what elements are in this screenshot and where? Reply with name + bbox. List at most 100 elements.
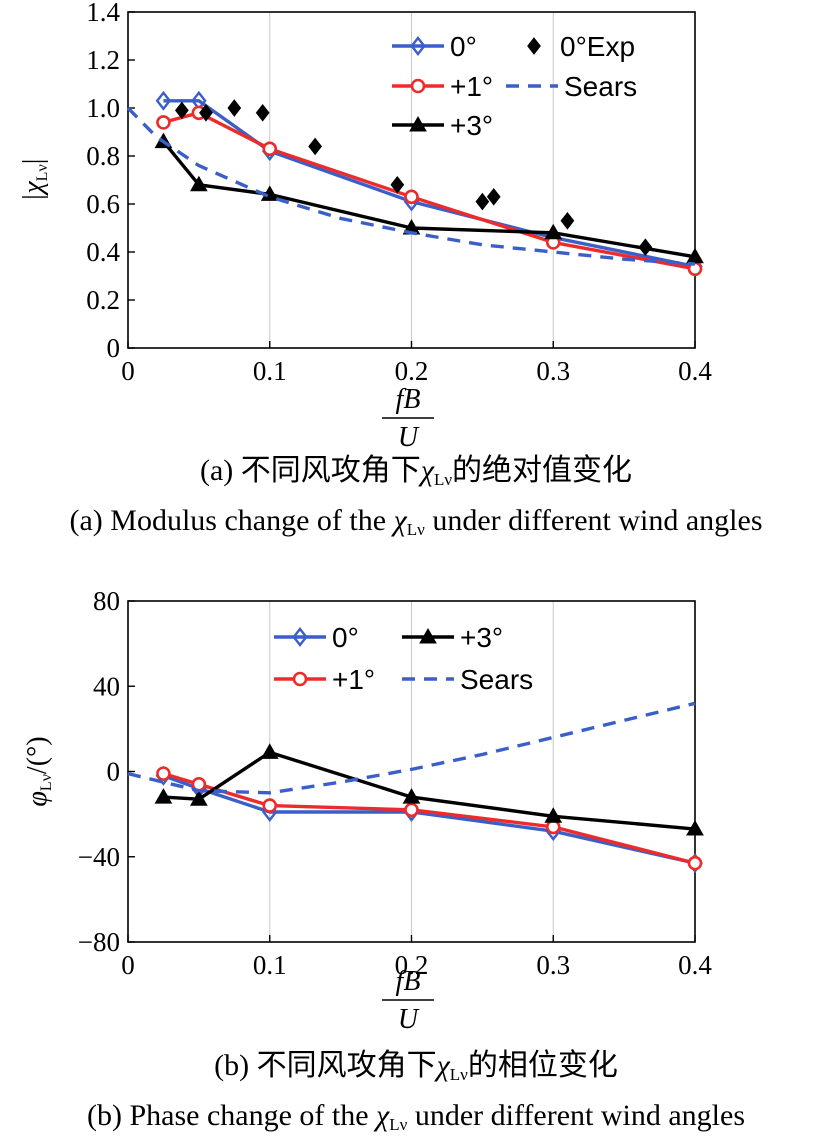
b-point-plus3deg <box>686 820 704 836</box>
a-caption-en: (a) Modulus change of the χLν under diff… <box>69 504 762 539</box>
a-point-0degexp <box>486 187 501 206</box>
a-legend-item-sears: Sears <box>506 71 637 102</box>
b-x-tick-label: 0.4 <box>678 950 712 980</box>
b-caption-en: (b) Phase change of the χLν under differ… <box>87 1099 745 1134</box>
a-legend-item-0degexp: 0°Exp <box>527 31 635 62</box>
b-legend-symbol-plus1deg <box>292 671 308 687</box>
a-y-tick-label: 1.4 <box>86 0 120 27</box>
b-x-tick-label: 0 <box>121 950 135 980</box>
b-point-plus3deg <box>402 788 421 804</box>
b-legend-label-0deg: 0° <box>332 622 359 653</box>
a-y-tick-label: 0.2 <box>86 285 120 315</box>
b-series-sears <box>127 701 696 795</box>
b-y-tick-label: 80 <box>93 586 120 616</box>
a-x-tick-label: 0 <box>121 356 135 386</box>
a-legend-label-0degexp: 0°Exp <box>560 31 635 62</box>
b-line-plus3deg <box>163 750 696 831</box>
a-y-tick-label: 0.8 <box>86 141 120 171</box>
a-point-0degexp <box>308 137 322 156</box>
a-y-tick-label: 0.6 <box>86 189 120 219</box>
a-legend: 0° +1° +3° 0°Exp Sears <box>392 31 637 141</box>
b-legend-item-plus1deg: +1° <box>274 664 375 695</box>
a-legend-label-sears: Sears <box>564 71 637 102</box>
a-y-tick-label: 1.2 <box>86 45 120 75</box>
a-x-tick-label: 0.1 <box>253 356 287 386</box>
a-series-sears <box>126 106 696 266</box>
a-x-tick-label: 0.4 <box>678 356 712 386</box>
a-legend-item-plus3deg: +3° <box>392 110 493 141</box>
b-x-tick-label: 0.1 <box>253 950 287 980</box>
a-x-axis-label-numerator: fB <box>396 384 421 415</box>
a-point-0degexp <box>560 211 575 230</box>
a-point-plus3deg <box>544 223 563 240</box>
b-y-tick-label: −80 <box>78 927 120 957</box>
panel-b-phase-chart: 0 0.1 0.2 0.3 0.4 −80 −40 0 40 80 0° +1° +3° Sears fB U… <box>22 586 745 1134</box>
a-x-tick-label: 0.3 <box>536 356 570 386</box>
b-legend-symbol-plus3deg <box>419 627 437 644</box>
b-point-plus3deg <box>190 790 208 806</box>
b-point-plus1deg <box>404 802 419 818</box>
b-line-sears <box>127 701 696 795</box>
b-point-plus3deg <box>260 743 279 759</box>
b-legend: 0° +1° +3° Sears <box>274 622 533 695</box>
a-line-plus3deg <box>162 140 696 259</box>
a-legend-item-plus1deg: +1° <box>392 71 493 102</box>
b-x-axis-label-denominator: U <box>398 1004 420 1035</box>
b-legend-label-sears: Sears <box>460 664 533 695</box>
b-series-plus3deg <box>154 743 704 836</box>
b-legend-item-sears: Sears <box>402 664 533 695</box>
a-series-plus3deg <box>154 132 704 264</box>
b-point-plus1deg <box>687 855 703 871</box>
a-point-plus1deg <box>156 115 171 130</box>
b-legend-label-plus3deg: +3° <box>460 622 503 653</box>
b-caption-cn: (b) 不同风攻角下χLν的相位变化 <box>214 1049 618 1084</box>
a-series-0degexp <box>174 99 653 257</box>
b-legend-symbol-0deg <box>292 627 308 647</box>
a-legend-symbol-0degexp <box>527 37 541 55</box>
b-point-plus3deg <box>154 788 173 804</box>
b-y-axis-label: φLν/(°) <box>22 736 55 806</box>
b-y-tick-label: 40 <box>93 671 120 701</box>
a-point-0degexp <box>227 99 242 117</box>
a-point-0degexp <box>174 101 189 120</box>
panel-a-modulus-chart: 0 0.1 0.2 0.3 0.4 0 0.2 0.4 0.6 0.8 1.0 1.2 1.4 0° +1°… <box>18 0 763 539</box>
b-x-tick-label: 0.3 <box>536 950 570 980</box>
a-y-tick-label: 0 <box>107 333 121 363</box>
b-legend-item-0deg: 0° <box>274 622 359 653</box>
b-y-tick-label: 0 <box>107 757 121 787</box>
a-legend-symbol-0deg <box>410 36 426 56</box>
a-legend-item-0deg: 0° <box>392 31 477 62</box>
b-legend-item-plus3deg: +3° <box>402 622 503 653</box>
a-point-0degexp <box>390 175 405 194</box>
a-point-0degexp <box>475 192 490 211</box>
b-legend-label-plus1deg: +1° <box>332 664 375 695</box>
b-series-0deg <box>155 765 703 874</box>
a-x-axis-label: fB U <box>382 384 434 453</box>
b-point-plus1deg <box>262 798 278 813</box>
a-legend-label-plus1deg: +1° <box>450 71 493 102</box>
a-legend-label-plus3deg: +3° <box>450 110 493 141</box>
a-point-0degexp <box>638 238 653 257</box>
a-y-axis-label: |χLν| <box>18 159 51 202</box>
a-point-plus3deg <box>190 175 208 192</box>
a-point-plus1deg <box>262 141 278 157</box>
a-x-axis-label-denominator: U <box>398 422 420 453</box>
a-legend-symbol-plus3deg <box>409 115 427 132</box>
b-series-plus1deg <box>156 766 703 871</box>
b-x-axis-label-numerator: fB <box>396 966 421 997</box>
a-legend-symbol-plus1deg <box>410 78 426 94</box>
a-legend-label-0deg: 0° <box>450 31 477 62</box>
b-y-tick-label: −40 <box>78 842 120 872</box>
a-point-0degexp <box>255 103 270 122</box>
b-line-plus1deg <box>162 772 696 865</box>
a-point-plus1deg <box>404 189 419 205</box>
a-point-0degexp <box>199 103 213 122</box>
a-y-tick-label: 1.0 <box>86 93 120 123</box>
a-y-tick-label: 0.4 <box>86 237 120 267</box>
b-line-0deg <box>162 774 696 865</box>
a-line-sears <box>126 106 696 266</box>
b-x-tick-label: 0.2 <box>395 950 429 980</box>
b-x-axis-label: fB U <box>382 966 434 1035</box>
a-x-tick-label: 0.2 <box>395 356 429 386</box>
